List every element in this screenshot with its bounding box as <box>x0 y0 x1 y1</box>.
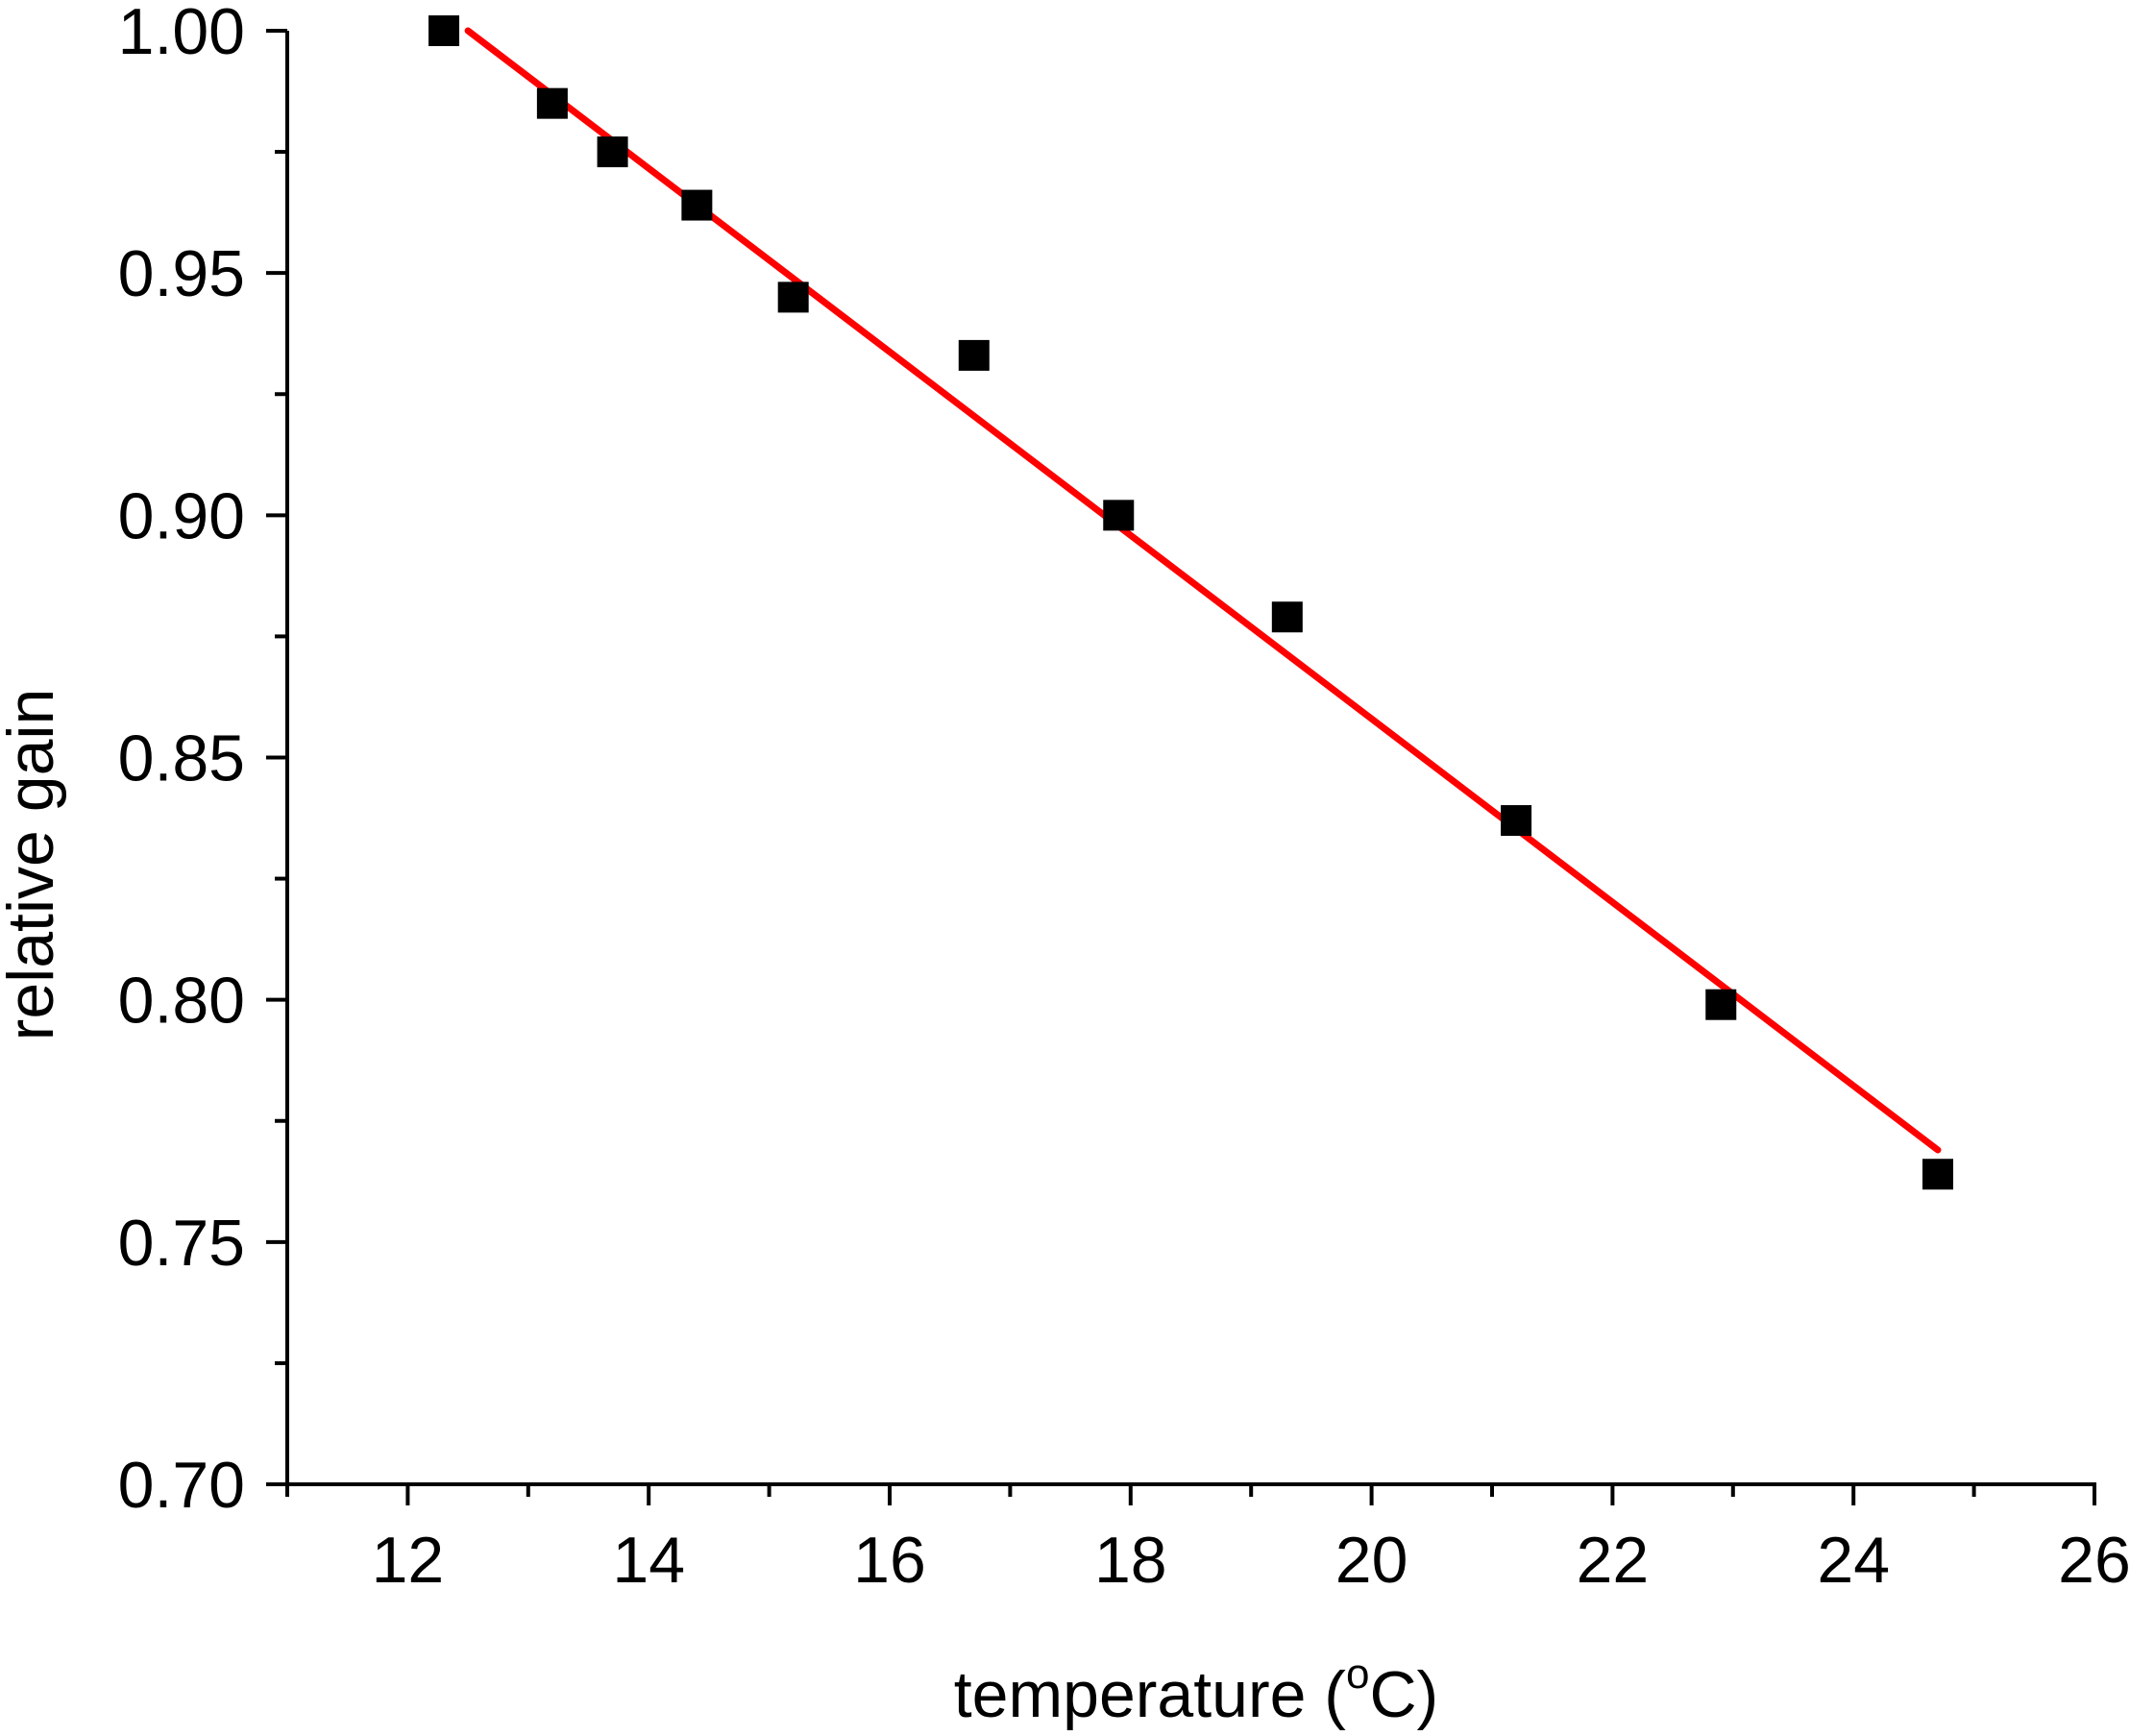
y-axis-title: relative gain <box>0 689 67 1041</box>
data-point <box>958 339 990 371</box>
x-tick-label: 14 <box>612 1524 685 1597</box>
fit-line-layer <box>464 27 1942 1154</box>
x-tick-label: 24 <box>1817 1524 1890 1597</box>
y-tick-label: 0.75 <box>118 1207 245 1280</box>
y-tick-label: 0.85 <box>118 722 245 795</box>
data-point <box>1705 989 1737 1020</box>
data-point <box>536 87 568 119</box>
x-axis-title-unit: C <box>1369 1658 1416 1731</box>
x-tick-label: 22 <box>1577 1524 1650 1597</box>
x-tick-label: 26 <box>2058 1524 2130 1597</box>
data-point <box>1103 500 1135 531</box>
data-point <box>1271 601 1303 633</box>
x-axis-title: temperature (oC) <box>954 1650 1438 1731</box>
y-tick-label: 0.70 <box>118 1449 245 1522</box>
y-tick-label: 0.95 <box>118 237 245 310</box>
data-point <box>1922 1159 1953 1190</box>
x-axis-title-suffix: ) <box>1417 1658 1439 1731</box>
x-axis-ticks: 12 14 16 18 20 22 24 26 <box>285 1484 2130 1597</box>
y-tick-label: 0.90 <box>118 479 245 552</box>
x-tick-label: 16 <box>853 1524 926 1597</box>
data-point <box>777 281 809 313</box>
x-axis-title-degree: o <box>1346 1650 1369 1698</box>
data-point <box>597 136 628 168</box>
y-tick-label: 0.80 <box>118 965 245 1038</box>
y-tick-label: 1.00 <box>118 0 245 68</box>
x-tick-label: 12 <box>372 1524 445 1597</box>
axes <box>285 31 2096 1486</box>
x-axis-title-prefix: temperature ( <box>954 1658 1347 1731</box>
y-axis-ticks: 0.70 0.75 0.80 0.85 0.90 0.95 1.00 <box>118 0 287 1522</box>
data-point <box>428 15 460 46</box>
x-tick-label: 18 <box>1094 1524 1167 1597</box>
data-point <box>1501 805 1532 837</box>
data-point <box>681 189 713 221</box>
x-tick-label: 20 <box>1335 1524 1408 1597</box>
data-points-layer <box>428 15 1953 1190</box>
fit-line <box>464 27 1942 1154</box>
